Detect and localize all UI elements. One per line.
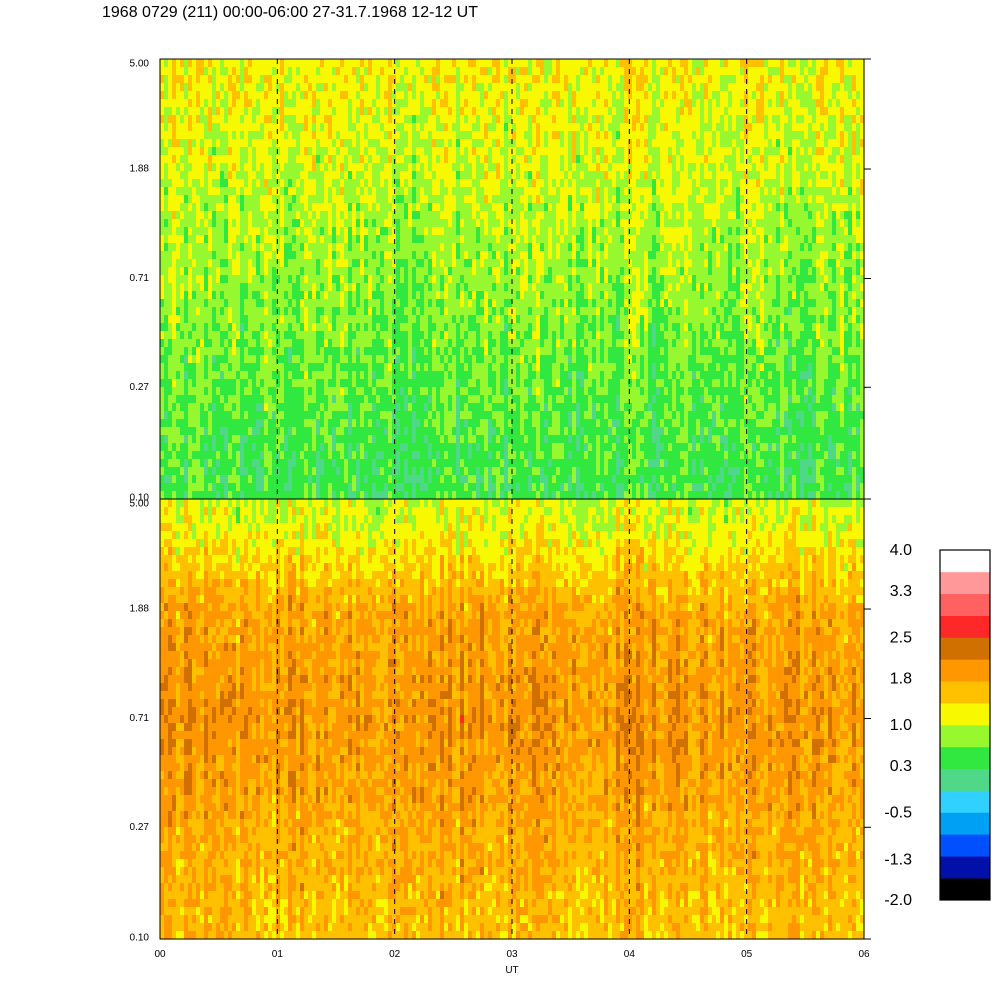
y-tick-label: 0.71: [130, 713, 150, 724]
colorbar-swatch: [940, 572, 990, 594]
y-tick-label: 1.88: [130, 604, 150, 615]
colorbar-label: -2.0: [884, 892, 912, 909]
y-tick-label: 0.71: [130, 273, 150, 284]
panel-lower: 0.10 0.27 0.71 1.88 5.00: [130, 499, 871, 944]
colorbar-swatch: [940, 550, 990, 572]
colorbar-swatch: [940, 703, 990, 725]
colorbar-label: -1.3: [884, 851, 912, 868]
colorbar-swatch: [940, 659, 990, 681]
colorbar-label: 0.3: [890, 758, 912, 775]
colorbar-swatch: [940, 747, 990, 769]
colorbar-swatch: [940, 813, 990, 835]
x-tick-label: 05: [741, 949, 753, 960]
colorbar-swatch: [940, 834, 990, 856]
colorbar-swatch: [940, 681, 990, 703]
y-tick-label: 5.00: [130, 59, 150, 70]
x-tick-label: 00: [154, 949, 166, 960]
x-tick-label: 06: [858, 949, 870, 960]
colorbar-swatch: [940, 769, 990, 791]
x-tick-label: 01: [272, 949, 284, 960]
colorbar-swatch: [940, 878, 990, 900]
colorbar-label: 4.0: [890, 542, 912, 559]
y-tick-label: 5.00: [130, 499, 150, 510]
colorbar-swatch: [940, 856, 990, 878]
colorbar-label: 2.5: [890, 630, 912, 647]
colorbar-label: 3.3: [890, 583, 912, 600]
x-tick-label: 03: [506, 949, 518, 960]
colorbar-swatch: [940, 616, 990, 638]
panel-upper: 0.100.270.711.885.00: [130, 59, 871, 504]
y-tick-label: 0.27: [130, 822, 150, 833]
colorbar-label: 1.8: [890, 671, 912, 688]
x-tick-label: 04: [624, 949, 636, 960]
y-tick-label: 0.10: [130, 933, 150, 944]
colorbar-swatch: [940, 638, 990, 660]
y-tick-label: 0.27: [130, 382, 150, 393]
colorbar-label: -0.5: [884, 805, 912, 822]
x-tick-label: 02: [389, 949, 401, 960]
colorbar-swatch: [940, 725, 990, 747]
colorbar-label: 1.0: [890, 717, 912, 734]
y-tick-label: 1.88: [130, 164, 150, 175]
colorbar-swatch: [940, 594, 990, 616]
x-axis-label: UT: [505, 965, 518, 976]
colorbar-swatch: [940, 791, 990, 813]
